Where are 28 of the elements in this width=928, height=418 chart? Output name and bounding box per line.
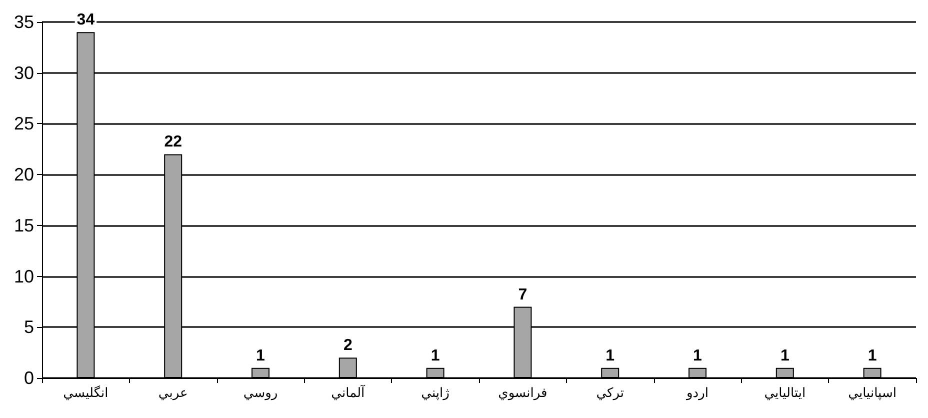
y-tick-label: 25 [14, 114, 34, 134]
x-tick-label: ايتاليايي [764, 385, 806, 401]
y-tick-label: 15 [14, 215, 34, 236]
data-label: 1 [256, 347, 266, 364]
data-label: 1 [868, 347, 877, 364]
y-tick-label: 10 [14, 266, 34, 286]
data-label: 1 [780, 347, 790, 364]
y-tick-label: 0 [24, 368, 34, 388]
data-label: 22 [164, 134, 182, 151]
data-label: 2 [343, 337, 352, 354]
x-tick-label: اردو [686, 385, 708, 401]
y-tick-label: 5 [24, 317, 34, 338]
x-tick-label: فرانسوي [498, 385, 548, 401]
x-tick-label: ژاپني [421, 385, 450, 401]
data-label: 1 [606, 347, 615, 364]
y-tick-label: 20 [14, 164, 34, 185]
data-label: 1 [430, 347, 440, 364]
y-tick-label: 35 [14, 12, 34, 32]
data-label: 7 [518, 286, 528, 304]
data-label: 34 [76, 12, 95, 29]
x-tick-label: آلماني [331, 384, 366, 401]
x-tick-label: روسي [243, 385, 278, 401]
x-tick-label: انگليسي [63, 385, 108, 401]
x-tick-label: عربي [158, 385, 188, 401]
x-tick-label: اسپانيايي [848, 385, 896, 401]
x-tick-label: تركي [596, 385, 624, 401]
data-label: 1 [693, 347, 702, 364]
y-tick-label: 30 [14, 62, 34, 83]
